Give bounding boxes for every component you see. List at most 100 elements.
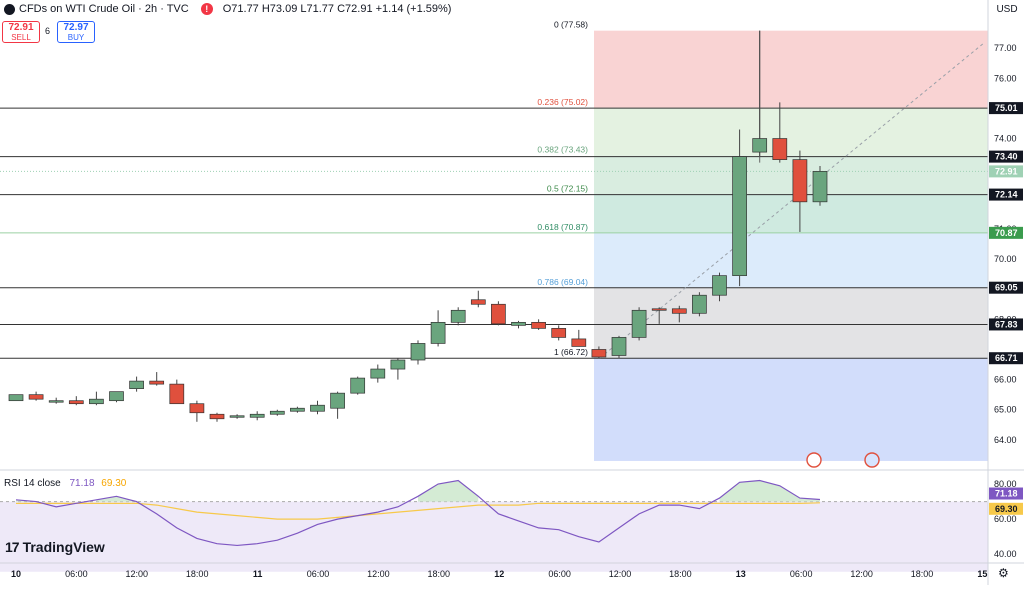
price-tick-label: 65.00 (994, 405, 1017, 415)
time-tick-label: 06:00 (790, 569, 813, 579)
price-tag-label: 66.71 (995, 353, 1018, 363)
candle-body (551, 328, 567, 338)
rsi-value-tag (989, 502, 1023, 515)
brand-name: TradingView (22, 539, 105, 555)
fib-zone (594, 155, 988, 195)
rsi-legend[interactable]: RSI 14 close 71.18 69.30 (4, 478, 126, 489)
candle-body (410, 343, 426, 361)
rsi-overbought-fill (96, 496, 137, 502)
candle-body (712, 275, 727, 296)
price-tag-label: 70.87 (995, 228, 1018, 238)
tradingview-logo-icon: 17 (5, 539, 20, 555)
candle-body (571, 338, 587, 347)
rsi-value-tag (989, 487, 1023, 500)
candle-body (692, 294, 707, 314)
chart-header: CFDs on WTI Crude Oil · 2h · TVC ! O71.7… (0, 0, 451, 18)
trend-line (599, 41, 986, 359)
last-price-label: 72.91 (995, 166, 1018, 176)
candle-body (752, 138, 768, 153)
candle-body (390, 359, 406, 370)
time-tick-label: 10 (11, 569, 21, 579)
candle-body (169, 383, 185, 405)
fib-level-label: 0.786 (69.04) (537, 277, 588, 287)
time-tick-label: 15 (977, 569, 987, 579)
spread-value: 6 (45, 26, 51, 36)
candle-body (310, 404, 325, 412)
rsi-value: 71.18 (69, 478, 95, 489)
candle-body (591, 349, 607, 358)
rsi-band (0, 501, 988, 572)
fib-zone (594, 194, 988, 233)
candle-body (812, 171, 828, 203)
buy-button[interactable]: 72.97 BUY (57, 21, 95, 43)
rsi-overbought-fill (418, 480, 479, 502)
candle-body (611, 337, 627, 356)
candle-body (470, 299, 486, 305)
candle-body (28, 394, 44, 400)
buy-price: 72.97 (63, 22, 89, 33)
price-tag-label: 72.14 (995, 190, 1018, 200)
sell-price: 72.91 (8, 22, 34, 33)
price-tag-label: 67.83 (995, 319, 1018, 329)
candle-body (209, 413, 225, 420)
candle-body (8, 394, 24, 402)
price-tag (989, 318, 1023, 331)
price-tick-label: 74.00 (994, 134, 1017, 144)
dividend-event-icon (806, 452, 822, 468)
time-tick-label: 06:00 (548, 569, 571, 579)
rsi-tick-label: 80.00 (994, 479, 1017, 489)
rsi-value-tag-label: 69.30 (995, 504, 1018, 514)
price-tag-label: 69.05 (995, 283, 1018, 293)
settings-gear-icon[interactable]: ⚙ (998, 566, 1009, 580)
candle-body (129, 380, 144, 389)
candle-body (89, 398, 104, 405)
candle-body (269, 410, 285, 415)
fib-zone (594, 287, 988, 358)
currency-selector[interactable]: USD (996, 3, 1018, 15)
rsi-tick-label: 60.00 (994, 514, 1017, 524)
price-tag (989, 281, 1023, 294)
fib-zone (594, 107, 988, 156)
fib-extension-zone (594, 357, 988, 461)
price-tag (989, 188, 1023, 201)
candle-body (511, 321, 526, 326)
rsi-ma-value: 69.30 (101, 478, 127, 489)
market-closed-warning-icon[interactable]: ! (200, 3, 213, 15)
price-tick-label: 70.00 (994, 254, 1017, 264)
candle-body (430, 321, 446, 344)
rsi-tick-label: 40.00 (994, 549, 1017, 559)
candle-body (350, 377, 366, 394)
candle-body (109, 391, 124, 402)
price-tick-label: 64.00 (994, 435, 1017, 445)
rsi-overbought-fill (719, 480, 820, 502)
time-tick-label: 18:00 (186, 569, 209, 579)
candle-body (189, 403, 205, 414)
candle-body (651, 308, 667, 311)
tradingview-brand[interactable]: 17 TradingView (5, 539, 105, 555)
rsi-line (15, 479, 821, 547)
candle-body (631, 309, 647, 338)
candle-body (68, 400, 84, 405)
candle-body (772, 138, 788, 160)
candle-body (290, 407, 305, 412)
candle-body (732, 156, 747, 276)
sell-label: SELL (11, 33, 31, 42)
time-tick-label: 18:00 (911, 569, 934, 579)
time-tick-label: 12 (494, 569, 504, 579)
time-tick-label: 06:00 (65, 569, 88, 579)
ohlc-readout: O71.77 H73.09 L71.77 C72.91 +1.14 (+1.59… (222, 3, 452, 15)
time-tick-label: 12:00 (126, 569, 149, 579)
sell-button[interactable]: 72.91 SELL (2, 21, 40, 43)
candle-body (671, 308, 687, 314)
price-tag (989, 102, 1023, 115)
price-tag (989, 226, 1023, 239)
candle-body (149, 380, 165, 385)
fib-level-label: 0.618 (70.87) (537, 222, 588, 232)
price-tag-label: 73.40 (995, 152, 1018, 162)
time-tick-label: 11 (253, 569, 263, 579)
time-tick-label: 12:00 (367, 569, 390, 579)
symbol-title[interactable]: CFDs on WTI Crude Oil · 2h · TVC (19, 3, 189, 15)
price-tick-label: 76.00 (994, 73, 1017, 83)
fib-level-label: 0 (77.58) (554, 20, 588, 30)
